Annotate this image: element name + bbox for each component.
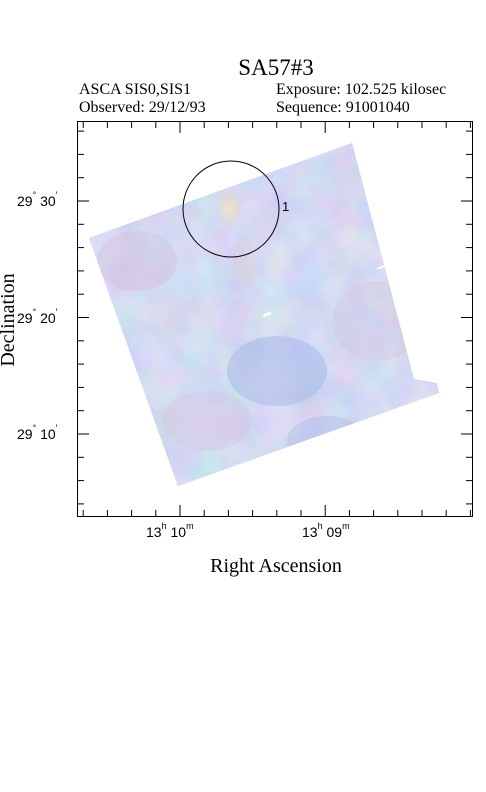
plot-title: SA57#3	[238, 55, 314, 80]
x-axis-title: Right Ascension	[210, 555, 342, 577]
sky-image-svg: 1	[77, 121, 473, 517]
dec-tick-label: 29° 30′	[17, 190, 58, 209]
bright-source-emission	[215, 187, 243, 231]
sequence-label: Sequence: 91001040	[276, 99, 410, 116]
exposure-label: Exposure: 102.525 kilosec	[276, 81, 447, 98]
sky-image-plot: 1	[77, 121, 473, 517]
tick-marks	[77, 121, 473, 517]
observed-date-label: Observed: 29/12/93	[79, 99, 206, 116]
source-number-label: 1	[282, 199, 289, 214]
source-region-circle	[182, 160, 280, 258]
ra-tick-label: 13h 10m	[146, 521, 194, 540]
plot-frame	[77, 121, 473, 517]
dec-tick-label: 29° 10′	[17, 423, 58, 442]
ra-tick-label: 13h 09m	[302, 521, 350, 540]
image-gap	[262, 311, 272, 318]
image-gap	[376, 264, 388, 270]
y-axis-title: Declination	[0, 273, 19, 367]
xray-exposure-image	[89, 143, 439, 486]
dec-tick-label: 29° 20′	[17, 307, 58, 326]
instrument-label: ASCA SIS0,SIS1	[79, 81, 192, 98]
